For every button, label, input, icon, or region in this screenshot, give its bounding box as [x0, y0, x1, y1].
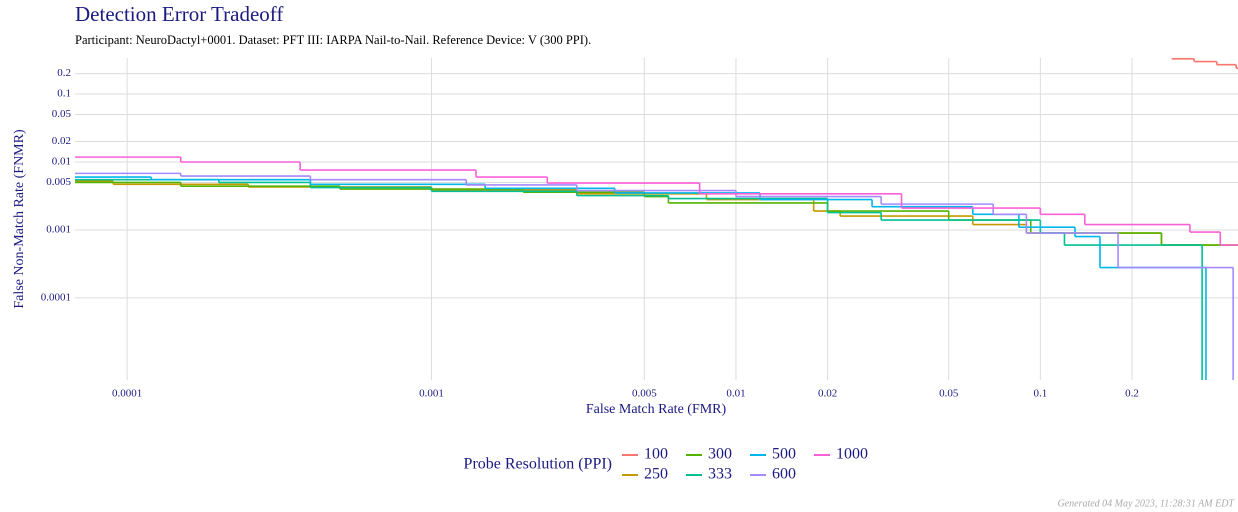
legend-title: Probe Resolution (PPI): [464, 456, 612, 473]
footer: Generated 04 May 2023, 11:28:31 AM EDT: [1057, 498, 1235, 509]
chart-title: Detection Error Tradeoff: [75, 2, 283, 26]
y-tick-label: 0.005: [46, 176, 71, 188]
x-tick-label: 0.02: [818, 388, 837, 400]
legend-label: 500: [772, 446, 796, 463]
y-tick-label: 0.1: [57, 88, 71, 100]
y-tick-label: 0.05: [52, 108, 72, 120]
x-tick-label: 0.01: [726, 388, 745, 400]
y-tick-label: 0.02: [52, 135, 71, 147]
legend-label: 300: [708, 446, 732, 463]
y-tick-label: 0.01: [52, 156, 71, 168]
x-tick-label: 0.0001: [112, 388, 142, 400]
x-tick-label: 0.001: [419, 388, 444, 400]
x-tick-label: 0.2: [1125, 388, 1139, 400]
y-axis-title: False Non-Match Rate (FNMR): [12, 129, 27, 309]
x-axis-title: False Match Rate (FMR): [586, 402, 727, 417]
legend-label: 100: [644, 446, 668, 463]
chart-subtitle: Participant: NeuroDactyl+0001. Dataset: …: [75, 33, 591, 47]
y-tick-label: 0.0001: [41, 291, 71, 303]
data-layer: [75, 58, 1238, 380]
legend-label: 333: [708, 466, 732, 483]
legend-label: 250: [644, 466, 668, 483]
legend-label: 600: [772, 466, 796, 483]
y-tick-label: 0.2: [57, 67, 71, 79]
y-tick-label: 0.001: [46, 223, 71, 235]
legend-label: 1000: [836, 446, 868, 463]
x-tick-label: 0.05: [939, 388, 959, 400]
grid-layer: [75, 58, 1238, 380]
x-tick-label: 0.005: [632, 388, 657, 400]
x-tick-label: 0.1: [1033, 388, 1047, 400]
